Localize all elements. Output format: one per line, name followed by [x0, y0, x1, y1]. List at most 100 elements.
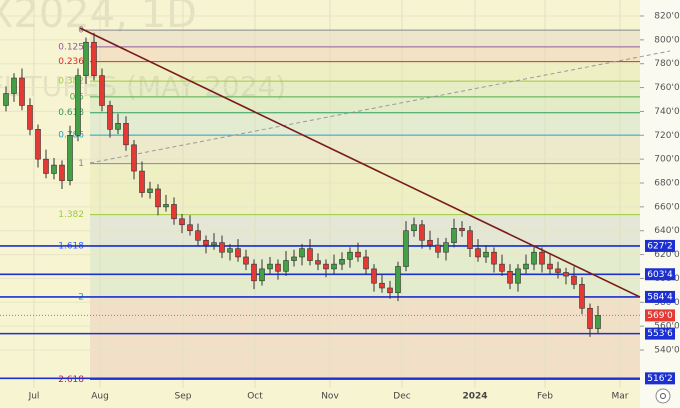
fib-band	[90, 61, 640, 82]
price-level-label: 627'2	[647, 241, 672, 251]
candle-body	[451, 228, 457, 243]
candle-body	[35, 129, 41, 160]
candle-body	[19, 77, 25, 106]
candle-body	[43, 158, 49, 174]
x-tick-label: 2024	[462, 392, 487, 402]
y-tick-label: 660'0	[654, 202, 680, 212]
fib-band	[90, 46, 640, 62]
candle-body	[339, 259, 345, 265]
candle-body	[123, 123, 129, 146]
candle-body	[515, 268, 521, 284]
x-tick-label: Feb	[537, 392, 553, 402]
y-tick-label: 620'0	[654, 250, 680, 260]
candles	[3, 32, 601, 337]
fib-band	[90, 112, 640, 136]
candle-body	[395, 266, 401, 294]
price-level-label: 603'4	[647, 270, 673, 280]
candle-body	[323, 263, 329, 270]
x-tick-label: Jul	[28, 392, 40, 402]
candle-body	[211, 242, 217, 246]
candle-body	[275, 263, 281, 272]
fib-label: 0.382	[58, 77, 84, 87]
price-axis-bg	[640, 0, 680, 408]
candle-body	[595, 315, 601, 329]
y-tick-label: 640'0	[654, 226, 680, 236]
candle-body	[363, 256, 369, 270]
y-tick-label: 740'0	[654, 107, 680, 117]
fib-band	[90, 30, 640, 47]
candle-body	[555, 268, 561, 273]
candle-body	[155, 188, 161, 208]
candle-body	[67, 134, 73, 181]
candle-body	[571, 275, 577, 285]
candle-body	[27, 105, 33, 130]
y-tick-label: 820'0	[654, 11, 680, 21]
candle-body	[587, 307, 593, 329]
candle-body	[99, 75, 105, 106]
candle-body	[187, 224, 193, 232]
candle-body	[467, 230, 473, 249]
candle-body	[539, 251, 545, 265]
candle-body	[195, 230, 201, 241]
grid	[0, 0, 640, 388]
candle-body	[483, 251, 489, 258]
candle-body	[115, 123, 121, 130]
fib-label: 1.382	[58, 210, 84, 220]
fib-label: 0.125	[58, 42, 84, 52]
fib-label: 0.618	[58, 108, 84, 118]
candle-body	[163, 204, 169, 208]
candle-body	[459, 228, 465, 232]
levels: 00.1250.2360.3820.50.6180.78611.3821.618…	[0, 26, 640, 385]
y-tick-label: 780'0	[654, 59, 680, 69]
candle-body	[75, 75, 81, 136]
watermark-subtitle: FUTURES (MAY 2024)	[0, 70, 286, 103]
candle-body	[11, 77, 17, 94]
candle-body	[267, 263, 273, 270]
candle-body	[3, 93, 9, 106]
last-price-label: 569'0	[647, 311, 673, 321]
price-level-box	[645, 268, 675, 281]
y-tick-label: 680'0	[654, 179, 680, 189]
y-tick-label: 540'0	[654, 346, 680, 356]
candle-body	[579, 284, 585, 309]
fib-label: 0	[78, 26, 84, 36]
candle-body	[179, 218, 185, 226]
trendline	[79, 27, 641, 298]
candle-body	[499, 263, 505, 272]
candle-body	[443, 242, 449, 253]
settings-icon	[660, 393, 666, 399]
candle-body	[307, 248, 313, 261]
candle-body	[547, 263, 553, 270]
candle-body	[347, 251, 353, 260]
x-tick-label: Nov	[321, 392, 339, 402]
candle-body	[107, 105, 113, 130]
settings-button[interactable]	[655, 388, 671, 404]
x-tick-label: Dec	[393, 392, 410, 402]
candle-body	[523, 263, 529, 270]
candle-body	[435, 244, 441, 253]
candle-body	[203, 239, 209, 246]
candle-body	[411, 224, 417, 232]
candle-body	[219, 242, 225, 253]
price-level-box	[645, 239, 675, 252]
fib-band	[90, 163, 640, 215]
candle-body	[139, 170, 145, 193]
fib-band	[90, 81, 640, 97]
candle-body	[427, 239, 433, 246]
candle-body	[299, 248, 305, 258]
price-level-label: 553'6	[647, 329, 673, 339]
price-level-label: 516'2	[647, 374, 672, 384]
y-tick-label: 720'0	[654, 131, 680, 141]
last-price-box	[645, 309, 675, 322]
fib-label: 2.618	[58, 375, 84, 385]
candle-body	[171, 204, 177, 220]
candle-body	[379, 282, 385, 289]
candle-body	[131, 144, 137, 172]
fib-label: 0.236	[58, 57, 84, 67]
candle-body	[315, 260, 321, 265]
y-tick-label: 560'0	[654, 322, 680, 332]
watermark-title: X2024, 1D	[0, 0, 197, 37]
candle-body	[283, 260, 289, 272]
x-tick-label: Sep	[175, 392, 192, 402]
candle-body	[563, 272, 569, 277]
